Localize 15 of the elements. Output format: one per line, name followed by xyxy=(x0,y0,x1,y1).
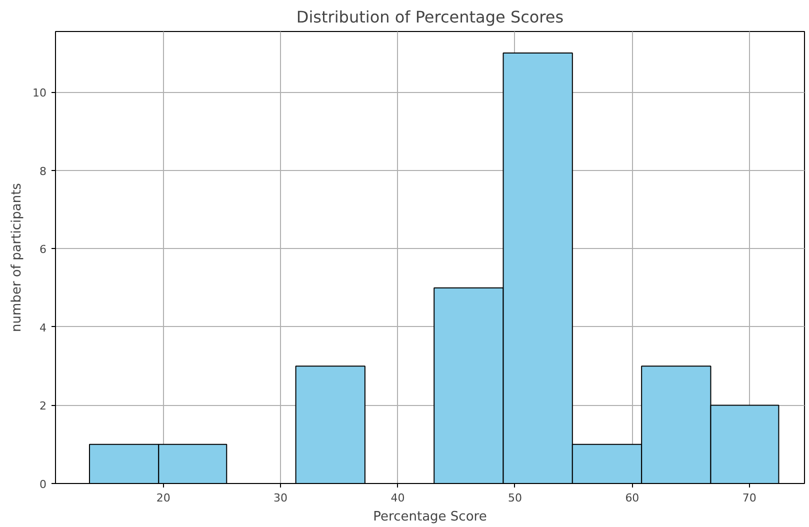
x-axis-title: Percentage Score xyxy=(373,510,487,524)
x-tick-label: 20 xyxy=(156,492,170,504)
y-tick-label: 2 xyxy=(40,400,46,413)
x-tick-label: 40 xyxy=(390,492,405,504)
x-tick-label: 50 xyxy=(508,492,522,504)
y-axis-title: number of participants xyxy=(10,182,25,332)
chart-title: Distribution of Percentage Scores xyxy=(296,8,564,26)
y-tick-label: 10 xyxy=(32,86,47,100)
y-tick-label: 4 xyxy=(40,321,46,334)
y-tick-label: 8 xyxy=(40,164,46,178)
x-tick-label: 60 xyxy=(625,492,640,504)
y-tick-label: 0 xyxy=(40,478,46,491)
x-tick-label: 30 xyxy=(274,492,288,504)
x-tick-label: 70 xyxy=(742,492,756,504)
y-tick-label: 6 xyxy=(40,243,46,256)
